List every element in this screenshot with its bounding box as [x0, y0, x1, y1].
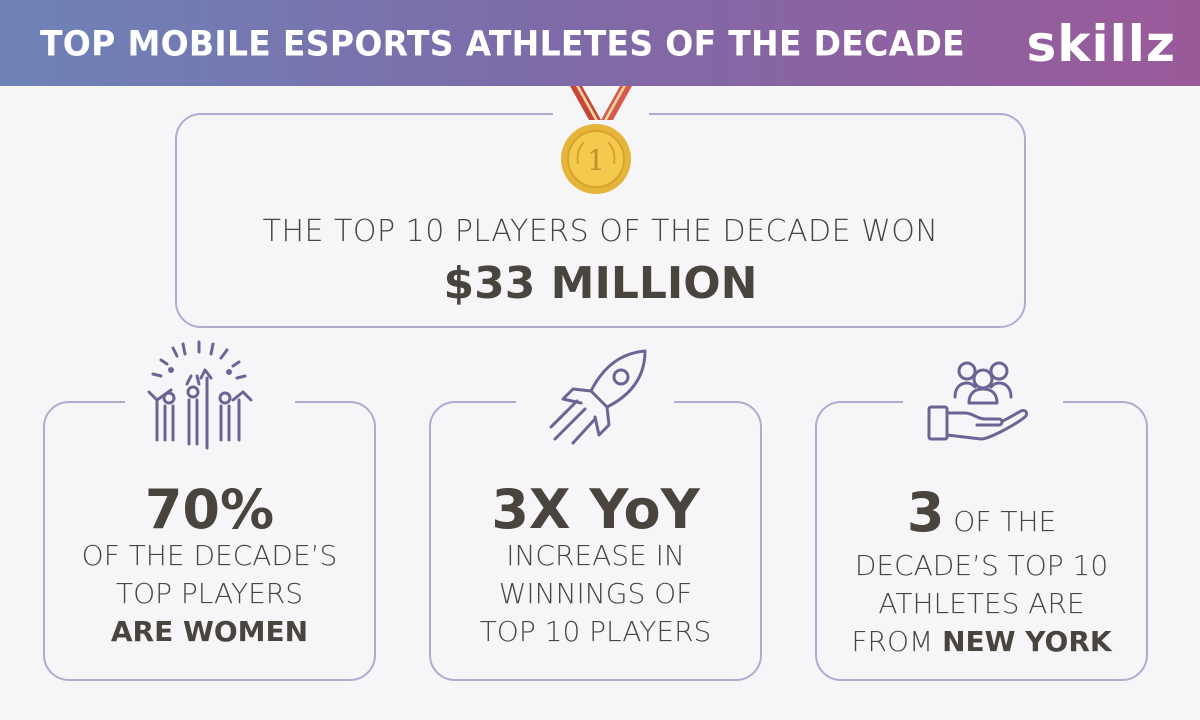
- stat-ny-line2: DECADE’S TOP 10: [854, 549, 1109, 582]
- stat-winnings-line2: WINNINGS OF: [498, 577, 693, 610]
- medal-icon: 1: [561, 86, 632, 194]
- stat-women-line1: OF THE DECADE’S: [81, 539, 338, 572]
- stat-ny-highlight: NEW YORK: [942, 625, 1112, 658]
- group-in-hand-icon: [927, 361, 1029, 441]
- card2-gap: [516, 396, 674, 404]
- top-stat-line: THE TOP 10 PLAYERS OF THE DECADE WON: [262, 214, 939, 249]
- card1-gap: [125, 396, 295, 404]
- card3-gap: [903, 396, 1063, 404]
- stat-70-percent: 70%: [144, 478, 275, 541]
- stat-3-number: 3: [906, 481, 945, 544]
- rocket-icon: [549, 349, 647, 445]
- stat-women-highlight: ARE WOMEN: [110, 615, 309, 648]
- stat-women-text: OF THE DECADE’S TOP PLAYERS ARE WOMEN: [43, 537, 376, 651]
- top-stat-highlight: $33 MILLION: [443, 258, 758, 309]
- stat-women-line2: TOP PLAYERS: [115, 577, 304, 610]
- medal-number: 1: [587, 144, 605, 177]
- stat-ny-line1: OF THE: [944, 505, 1057, 538]
- stat-winnings-text: INCREASE IN WINNINGS OF TOP 10 PLAYERS: [429, 537, 762, 651]
- celebrating-people-icon: [147, 340, 253, 450]
- skillz-logo: skillz: [1026, 15, 1176, 73]
- header-banner: TOP MOBILE ESPORTS ATHLETES OF THE DECAD…: [0, 0, 1200, 86]
- stat-ny-line3: ATHLETES ARE: [878, 587, 1085, 620]
- stat-3x-yoy: 3X YoY: [491, 478, 700, 541]
- stat-winnings-line3: TOP 10 PLAYERS: [479, 615, 712, 648]
- top-card-gap: [553, 108, 649, 116]
- stat-winnings-line1: INCREASE IN: [506, 539, 685, 572]
- stat-new-york-text: 3 OF THE DECADE’S TOP 10 ATHLETES ARE FR…: [815, 486, 1148, 661]
- stat-ny-line4-prefix: FROM: [851, 625, 943, 658]
- page-title: TOP MOBILE ESPORTS ATHLETES OF THE DECAD…: [40, 23, 966, 64]
